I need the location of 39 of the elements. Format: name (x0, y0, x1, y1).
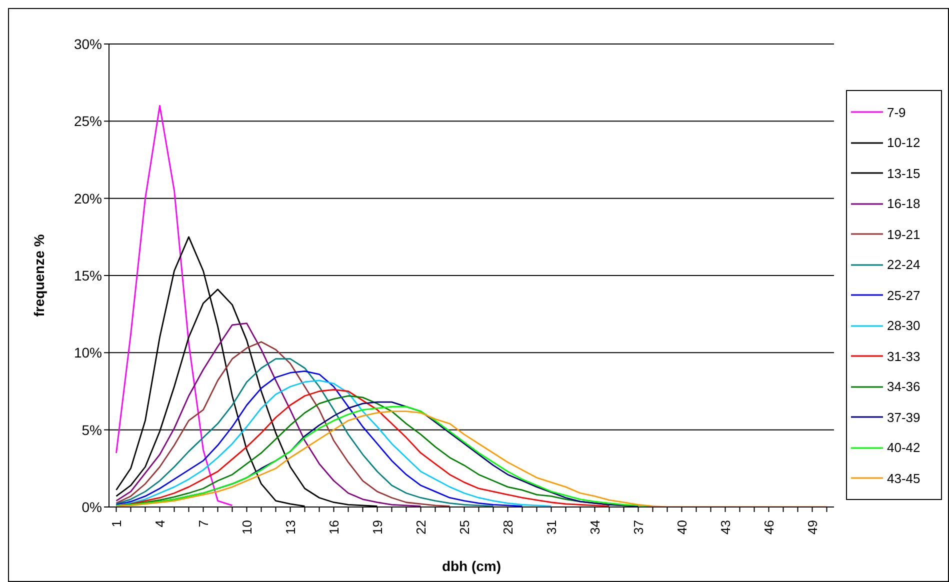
y-tick-label: 25% (74, 113, 102, 130)
x-tick-label: 49 (804, 520, 820, 534)
legend-label: 7-9 (887, 104, 906, 120)
legend-label: 40-42 (887, 440, 920, 455)
legend-label: 13-15 (887, 166, 920, 180)
x-tick-label: 7 (196, 520, 211, 528)
legend-label: 43-45 (887, 470, 920, 486)
legend-label: 37-39 (887, 410, 920, 424)
x-tick-label: 25 (456, 520, 472, 534)
y-tick-label: 0% (82, 498, 102, 515)
x-tick-label: 1 (108, 520, 124, 528)
x-tick-label: 4 (152, 520, 168, 528)
legend-label: 22-24 (887, 257, 920, 272)
x-tick-label: 22 (413, 520, 428, 534)
legend-label: 31-33 (887, 348, 920, 364)
legend-label: 34-36 (887, 379, 920, 394)
x-axis-title: dbh (cm) (442, 558, 502, 574)
y-tick-label: 10% (74, 344, 102, 361)
x-tick-label: 16 (326, 520, 342, 534)
x-tick-label: 13 (282, 520, 298, 534)
x-tick-label: 28 (500, 520, 516, 534)
legend-label: 10-12 (887, 135, 920, 150)
x-tick-label: 37 (630, 520, 646, 534)
legend-label: 16-18 (887, 196, 920, 211)
legend-label: 28-30 (887, 318, 920, 333)
y-tick-label: 20% (74, 190, 102, 206)
x-tick-label: 46 (761, 520, 776, 534)
legend-label: 19-21 (887, 226, 920, 242)
y-tick-label: 15% (74, 267, 102, 284)
x-tick-label: 19 (370, 520, 385, 534)
y-tick-label: 5% (82, 422, 102, 438)
x-tick-label: 34 (587, 520, 602, 534)
y-tick-label: 30% (74, 36, 102, 52)
y-axis-title: frequenze % (30, 234, 47, 317)
x-tick-label: 40 (674, 520, 690, 534)
legend-label: 25-27 (887, 288, 920, 302)
x-tick-label: 10 (239, 520, 254, 534)
x-tick-label: 43 (718, 520, 733, 534)
x-tick-label: 31 (544, 520, 559, 534)
